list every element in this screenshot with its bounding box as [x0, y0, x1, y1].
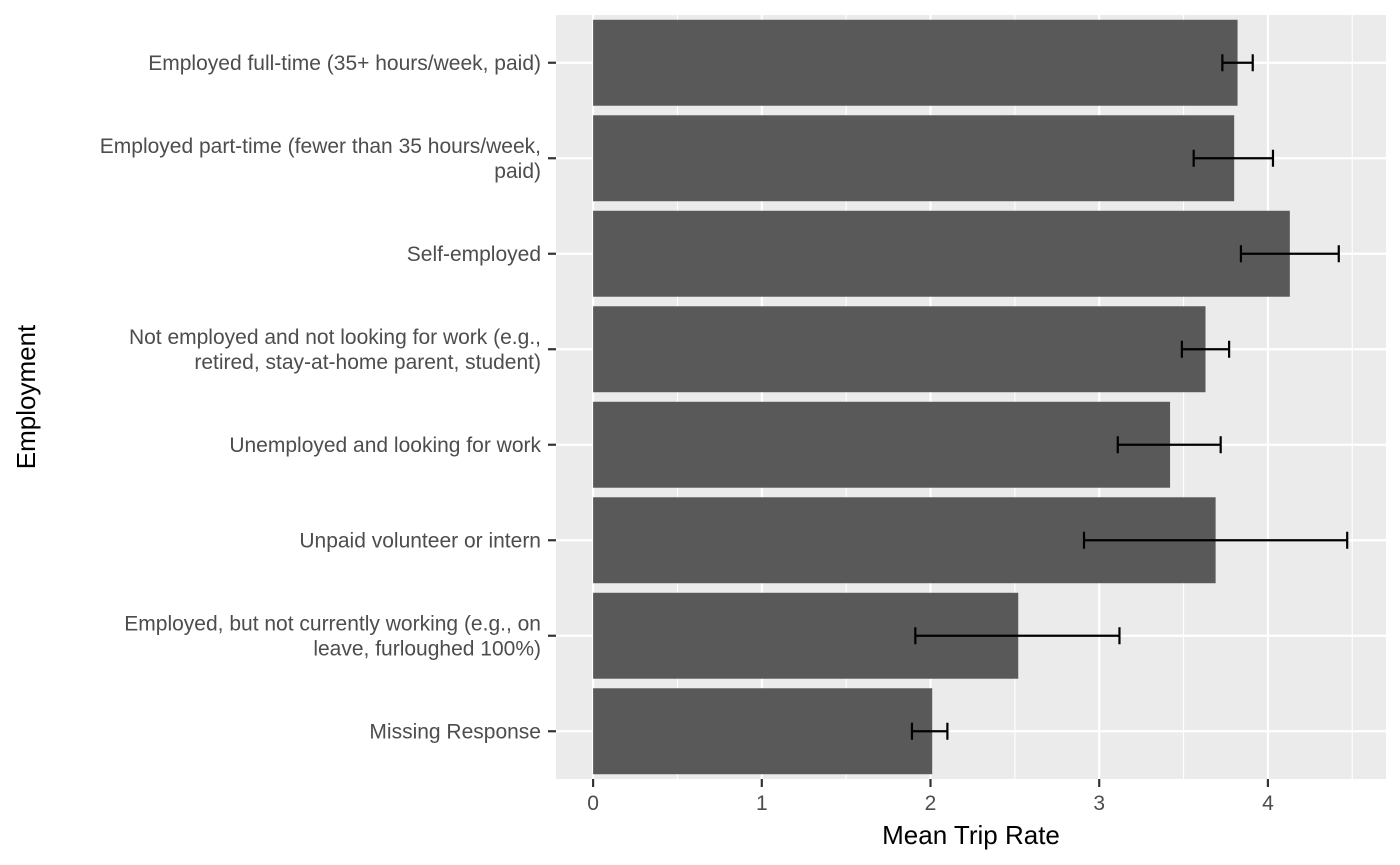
x-tick-label: 4 [1262, 792, 1274, 815]
bar [593, 401, 1171, 488]
y-tick-label-line: Unpaid volunteer or intern [299, 529, 541, 552]
y-tick-label-line: Employed part-time (fewer than 35 hours/… [100, 134, 541, 157]
error-bar [1221, 54, 1254, 72]
y-tick-label-line: paid) [494, 159, 541, 182]
y-tick-label-line: Unemployed and looking for work [229, 433, 541, 456]
y-axis-title: Employment [11, 324, 41, 469]
y-tick-label: Not employed and not looking for work (e… [129, 325, 541, 373]
y-tick-label-line: leave, furloughed 100%) [313, 637, 541, 660]
bars [593, 19, 1290, 775]
error-bar [1239, 245, 1340, 263]
error-bars [910, 54, 1349, 740]
bar [593, 115, 1235, 202]
error-bar [914, 627, 1121, 645]
error-bar [910, 722, 949, 740]
y-tick-label-line: retired, stay-at-home parent, student) [194, 350, 541, 373]
y-tick-label: Unpaid volunteer or intern [299, 529, 541, 552]
y-tick-label: Employed full-time (35+ hours/week, paid… [148, 51, 541, 74]
x-tick-label: 1 [756, 792, 768, 815]
y-axis: Employed full-time (35+ hours/week, paid… [100, 51, 556, 743]
y-tick-label: Unemployed and looking for work [229, 433, 541, 456]
x-tick-label: 0 [587, 792, 599, 815]
error-bar [1116, 436, 1222, 454]
x-tick-label: 2 [925, 792, 937, 815]
bar [593, 306, 1206, 393]
y-tick-label: Self-employed [407, 242, 541, 265]
y-tick-label-line: Self-employed [407, 242, 541, 265]
error-bar [1180, 340, 1231, 358]
bar [593, 688, 933, 775]
y-tick-label-line: Employed, but not currently working (e.g… [124, 612, 541, 635]
y-tick-label-line: Employed full-time (35+ hours/week, paid… [148, 51, 541, 74]
error-bar [1192, 149, 1275, 167]
bar [593, 210, 1290, 297]
bar [593, 19, 1238, 106]
x-axis: 0 1 2 3 4 [587, 779, 1274, 815]
x-tick-label: 3 [1093, 792, 1105, 815]
error-bar [1082, 531, 1349, 549]
y-tick-label-line: Not employed and not looking for work (e… [129, 325, 541, 348]
x-axis-title: Mean Trip Rate [882, 820, 1060, 850]
y-tick-label-line: Missing Response [369, 720, 541, 743]
y-tick-label: Missing Response [369, 720, 541, 743]
y-tick-label: Employed, but not currently working (e.g… [124, 612, 541, 660]
y-tick-label: Employed part-time (fewer than 35 hours/… [100, 134, 541, 182]
